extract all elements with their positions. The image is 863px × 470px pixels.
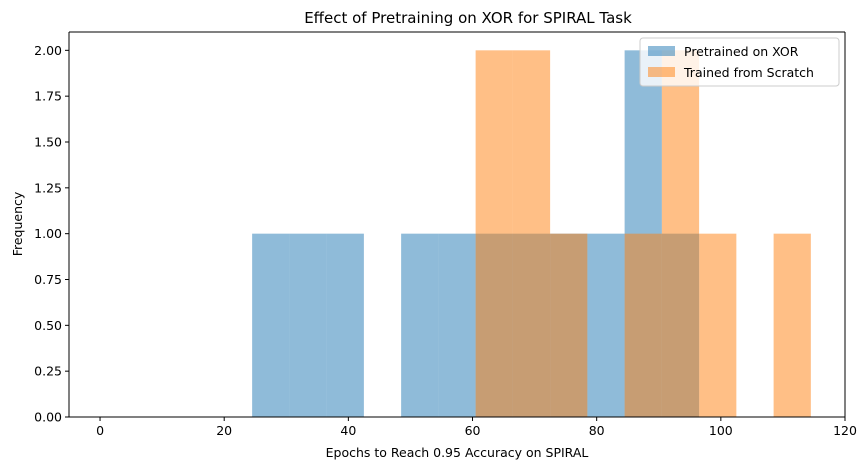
legend: Pretrained on XOR Trained from Scratch	[639, 37, 840, 87]
y-tick-label-8: 2.00	[34, 43, 62, 58]
histogram-bar-series-1-bin-4	[401, 233, 439, 417]
x-tick-label-100: 100	[709, 423, 733, 438]
histogram-bar-series-2-bin-6	[699, 233, 737, 417]
histogram-bar-series-1-bin-3	[326, 233, 364, 417]
x-tick-label-20: 20	[216, 423, 232, 438]
x-tick-label-60: 60	[465, 423, 481, 438]
histogram-bar-series-1-bin-9	[587, 233, 625, 417]
x-tick-label-80: 80	[589, 423, 605, 438]
x-tick-label-120: 120	[833, 423, 857, 438]
legend-label-1: Pretrained on XOR	[684, 44, 799, 59]
legend-box	[639, 37, 840, 87]
y-tick-label-3: 0.75	[34, 272, 62, 287]
axes-layer: 0 20 40 60 80 100 120 0.00 0.25 0.50 0.75 1.00 1.25 1…	[34, 31, 857, 438]
legend-swatch-1	[648, 46, 675, 56]
histogram-bar-series-2-bin-1	[475, 50, 513, 417]
y-tick-label-1: 0.25	[34, 364, 62, 379]
legend-swatch-2	[648, 67, 675, 77]
x-tick-label-0: 0	[96, 423, 104, 438]
chart-title: Effect of Pretraining on XOR for SPIRAL …	[304, 9, 632, 27]
histogram-bar-series-2-bin-4	[624, 233, 662, 417]
x-tick-label-40: 40	[340, 423, 356, 438]
y-tick-label-4: 1.00	[34, 226, 62, 241]
histogram-bar-series-1-bin-2	[289, 233, 327, 417]
y-tick-label-2: 0.50	[34, 318, 62, 333]
histogram-bar-series-2-bin-5	[661, 50, 700, 417]
y-axis-title: Frequency	[10, 191, 25, 256]
histogram-bar-series-1-bin-5	[438, 233, 476, 417]
histogram-bar-series-2-bin-3	[550, 233, 588, 417]
y-tick-label-5: 1.25	[34, 180, 62, 195]
histogram-bar-series-1-bin-1	[252, 233, 290, 417]
x-axis-title: Epochs to Reach 0.95 Accuracy on SPIRAL	[326, 445, 589, 460]
histogram-bar-series-2-bin-7	[773, 233, 811, 417]
legend-label-2: Trained from Scratch	[683, 65, 814, 80]
bars-layer	[252, 50, 811, 417]
y-tick-label-0: 0.00	[34, 410, 62, 425]
y-tick-label-7: 1.75	[34, 89, 62, 104]
histogram-bar-series-2-bin-2	[512, 50, 551, 417]
y-tick-label-6: 1.50	[34, 135, 62, 150]
